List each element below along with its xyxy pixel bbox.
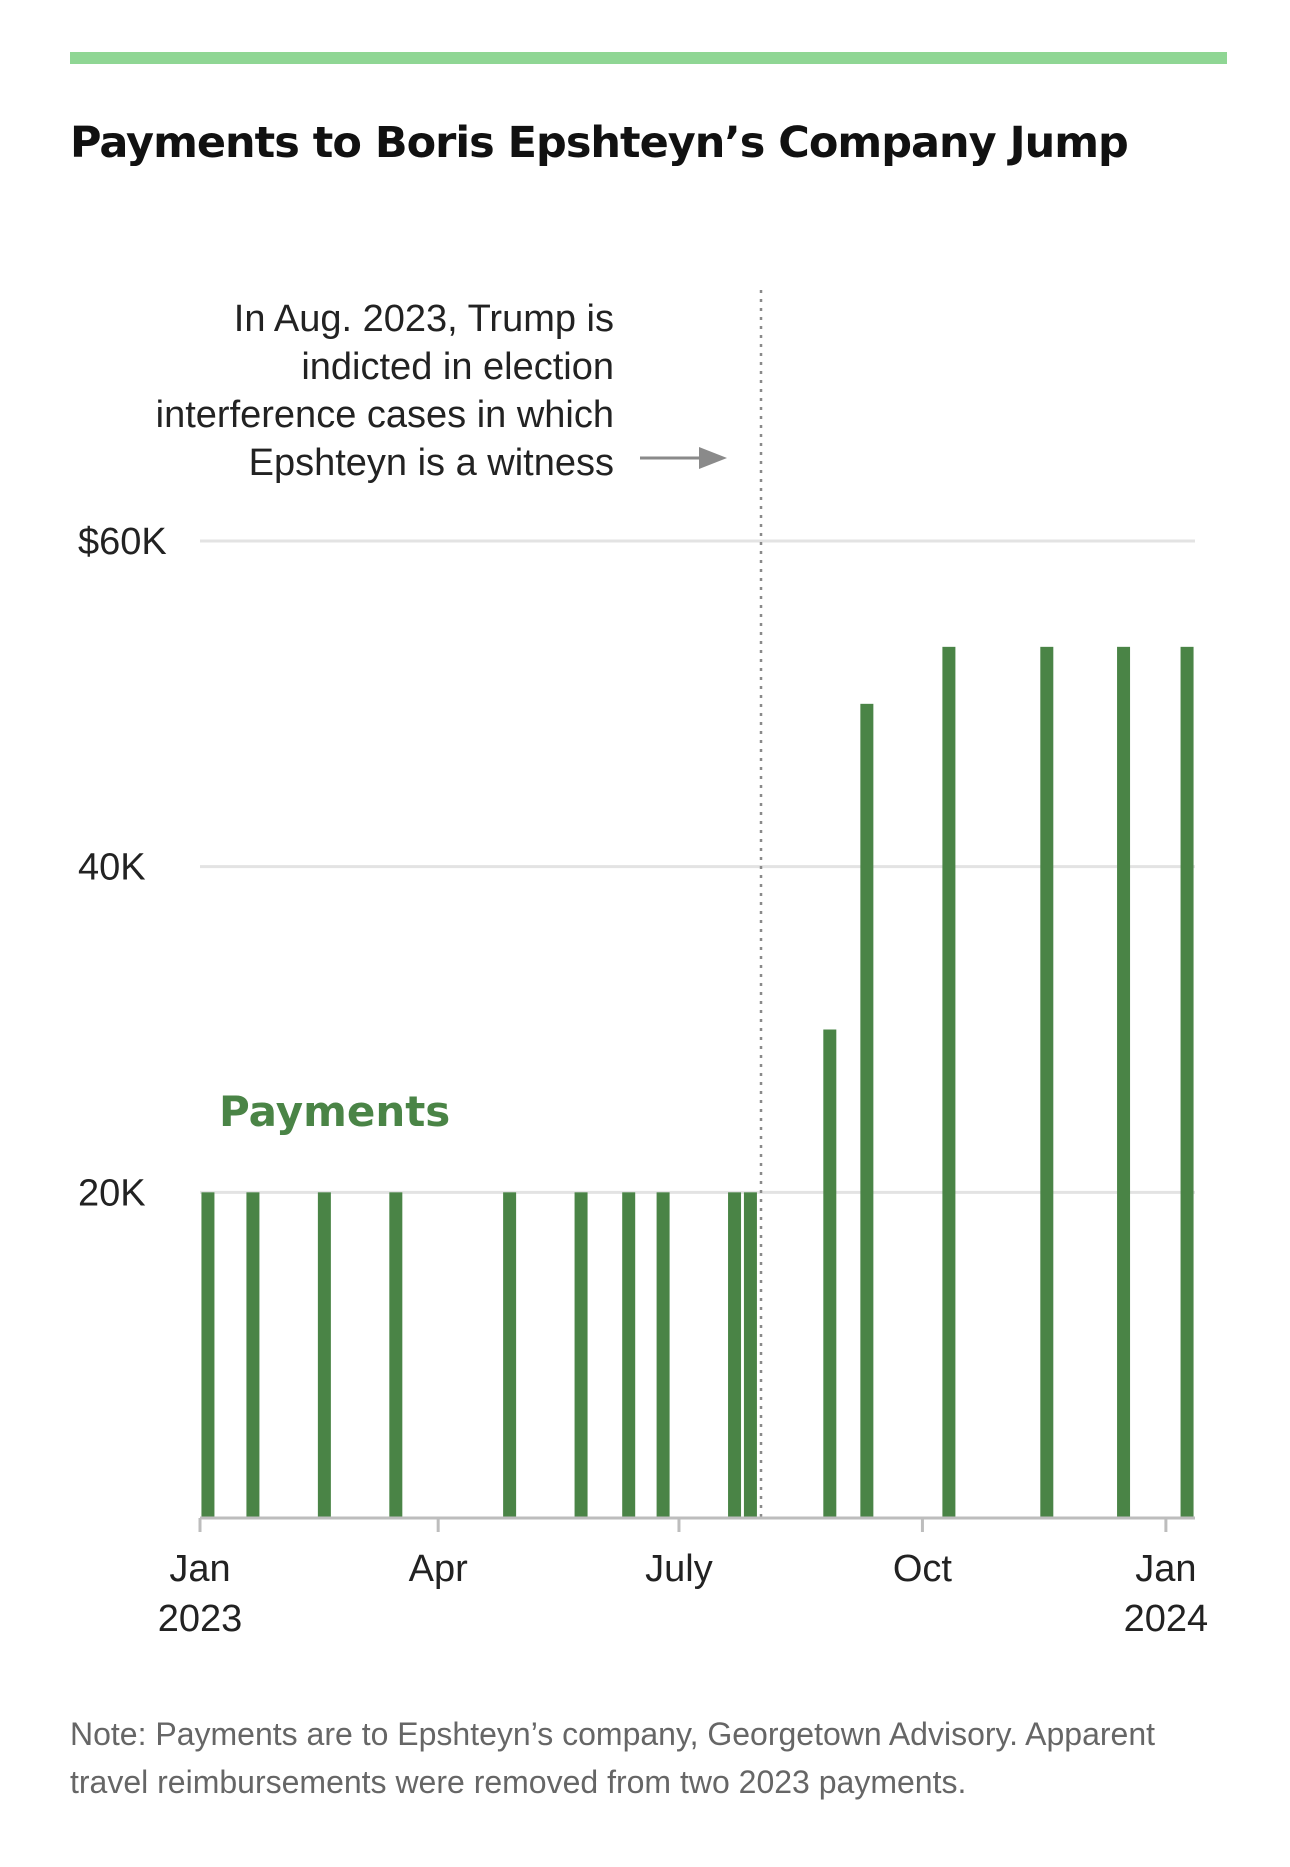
x-tick-label-line: Jan [1135,1548,1196,1590]
bar [743,1192,757,1518]
bar [317,1192,331,1518]
chart-title: Payments to Boris Epshteyn’s Company Jum… [70,118,1129,168]
y-tick-label: 40K [78,847,146,889]
annotation: In Aug. 2023, Trump is indicted in electi… [156,290,763,1518]
annotation-text-line: interference cases in which [156,394,614,436]
bar [942,646,956,1518]
annotation-text-line: indicted in election [301,346,614,388]
y-tick-label: 20K [78,1172,146,1214]
x-tick-label-line: Oct [893,1548,953,1590]
x-tick-label: Jan 2023 [158,1548,243,1640]
bar [860,703,874,1518]
series-label-group: Payments [219,1087,450,1136]
bar [823,1029,837,1518]
payments-bar-chart: 20K 40K $60K In Aug. 2023, Trump is indicte… [78,290,1209,1640]
annotation-text-line: Epshteyn is a witness [249,442,614,484]
gridlines [200,539,1195,1194]
bar [246,1192,260,1518]
x-axis: Jan 2023 Apr July Oct Jan 2024 [158,1516,1209,1640]
x-tick-label: Apr [409,1548,468,1590]
x-tick-label-line: July [645,1548,713,1590]
bar [574,1192,588,1518]
bar [1040,646,1054,1518]
x-tick-label-line: Apr [409,1548,468,1590]
x-tick-label-line: 2024 [1124,1598,1209,1640]
bar [1117,646,1131,1518]
bar [1180,646,1194,1518]
y-axis-tick-labels: 20K 40K $60K [78,521,167,1214]
bar [503,1192,517,1518]
x-tick-label: July [645,1548,713,1590]
annotation-arrow-head [699,447,727,469]
bar [622,1192,636,1518]
y-tick-label: $60K [78,521,167,563]
bar [201,1192,215,1518]
x-tick-label-line: 2023 [158,1598,243,1640]
x-tick-label-line: Jan [169,1548,230,1590]
top-accent-rule [70,52,1227,64]
bar [728,1192,742,1518]
x-tick-label: Oct [893,1548,953,1590]
x-tick-label: Jan 2024 [1124,1548,1209,1640]
annotation-text-line: In Aug. 2023, Trump is [234,298,614,340]
bars [201,646,1194,1518]
chart-note: Note: Payments are to Epshteyn’s company… [70,1716,1156,1800]
bar [656,1192,670,1518]
series-label: Payments [219,1087,450,1136]
bar [389,1192,403,1518]
